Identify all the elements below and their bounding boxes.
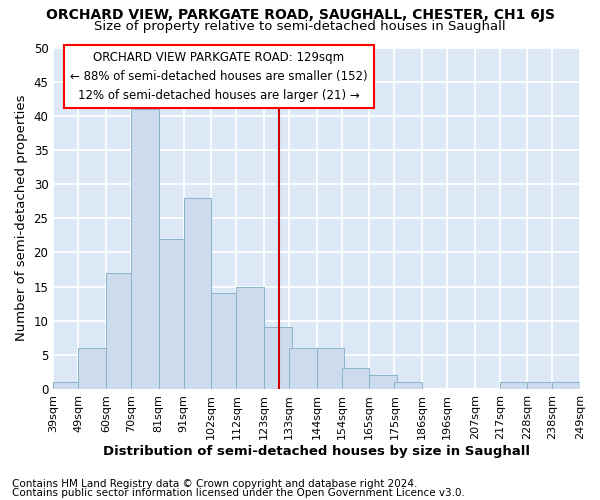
Bar (394, 382, 422, 389)
Bar (211, 294, 239, 389)
Bar (236, 286, 264, 389)
Bar (158, 238, 186, 389)
Bar (53, 382, 81, 389)
Bar (553, 382, 580, 389)
Bar (317, 348, 344, 389)
Bar (184, 198, 211, 389)
Text: Contains HM Land Registry data © Crown copyright and database right 2024.: Contains HM Land Registry data © Crown c… (12, 479, 418, 489)
Text: ORCHARD VIEW, PARKGATE ROAD, SAUGHALL, CHESTER, CH1 6JS: ORCHARD VIEW, PARKGATE ROAD, SAUGHALL, C… (46, 8, 554, 22)
X-axis label: Distribution of semi-detached houses by size in Saughall: Distribution of semi-detached houses by … (103, 444, 530, 458)
Text: Contains public sector information licensed under the Open Government Licence v3: Contains public sector information licen… (12, 488, 465, 498)
Bar (264, 328, 292, 389)
Text: ORCHARD VIEW PARKGATE ROAD: 129sqm
← 88% of semi-detached houses are smaller (15: ORCHARD VIEW PARKGATE ROAD: 129sqm ← 88%… (70, 51, 368, 102)
Bar (527, 382, 555, 389)
Bar (106, 273, 134, 389)
Bar (131, 109, 158, 389)
Bar (500, 382, 527, 389)
Bar (370, 376, 397, 389)
Text: Size of property relative to semi-detached houses in Saughall: Size of property relative to semi-detach… (94, 20, 506, 33)
Bar (342, 368, 370, 389)
Bar (79, 348, 106, 389)
Y-axis label: Number of semi-detached properties: Number of semi-detached properties (15, 95, 28, 342)
Bar (289, 348, 317, 389)
